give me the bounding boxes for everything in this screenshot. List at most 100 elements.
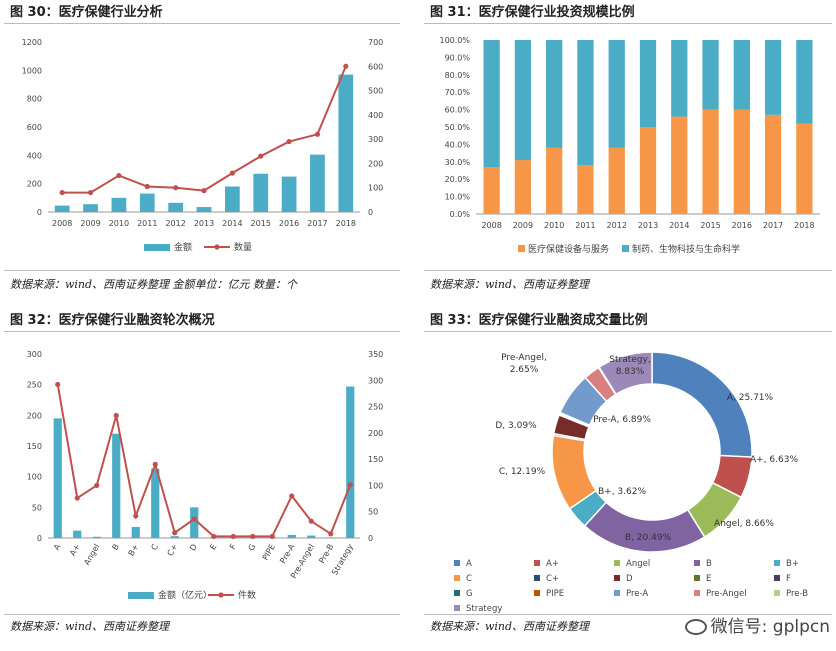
fig32-point: [250, 533, 256, 540]
fig31-bar-seg-2: [514, 40, 532, 161]
fig32-bar: [112, 433, 121, 538]
fig33-legend-label: Pre-A: [626, 589, 648, 599]
fig30-point: [343, 63, 349, 69]
fig30-xtick: 2018: [336, 219, 356, 228]
fig31-ytick: 90.0%: [445, 53, 471, 62]
fig31-legend-label: 医疗保健设备与服务: [528, 243, 609, 255]
fig33-slice-strategy: [598, 351, 653, 396]
fig30-bar: [281, 176, 297, 212]
fig30-ytick-right: 100: [368, 184, 383, 193]
fig32-series-line: [56, 384, 352, 538]
fig30-bar: [168, 202, 184, 212]
fig32-point: [328, 531, 334, 537]
fig30-bar: [224, 186, 240, 212]
fig33-slice-b: [583, 501, 706, 553]
fig32-bar: [307, 535, 316, 538]
fig33-legend-label: Pre-Angel: [706, 589, 747, 599]
fig33-legend-swatch: [614, 590, 620, 596]
fig30-bar: [253, 173, 269, 212]
fig33-data-label: C, 12.19%: [499, 467, 546, 477]
fig33-legend-swatch: [454, 605, 460, 611]
fig30-ytick-left: 800: [27, 95, 42, 104]
fig33-legend-swatch: [694, 575, 700, 581]
fig30-point: [116, 172, 122, 179]
fig32-xtick: D: [188, 543, 199, 553]
fig31-ytick: 60.0%: [445, 106, 471, 115]
panel-fig31: 图 31：医疗保健行业投资规模比例 0.0% 10.0% 20.0% 30.0% 40.…: [424, 2, 832, 296]
fig30-legend-label: 金额: [174, 241, 192, 253]
fig30-ytick-right: 400: [368, 111, 383, 120]
fig32-xtick: Pre-B: [317, 543, 335, 566]
fig33-legend-label: C+: [546, 574, 559, 584]
fig30-point: [59, 189, 65, 196]
fig30-ytick-left: 200: [27, 180, 42, 189]
fig30-series-line: [62, 65, 347, 194]
fig32-ytick-left: 150: [27, 442, 42, 451]
fig32-ytick-right: 200: [368, 429, 383, 438]
fig30-xtick: 2012: [165, 219, 185, 228]
fig33-legend-swatch: [454, 560, 460, 566]
fig32-point: [269, 533, 275, 540]
watermark: 微信号: gplpcn: [684, 612, 830, 637]
fig32-legend-label: 件数: [238, 589, 256, 601]
fig31-xtick: 2015: [700, 221, 720, 230]
fig33-legend-label: A: [466, 559, 472, 569]
fig32-point: [74, 495, 80, 501]
fig32-ytick-right: 50: [368, 508, 378, 517]
fig30-point: [286, 138, 292, 145]
fig32-ytick-left: 200: [27, 411, 42, 420]
fig31-bar-seg-1: [671, 116, 688, 214]
fig32-point: [94, 482, 100, 489]
fig30-ytick-left: 400: [27, 151, 42, 160]
fig32-point: [172, 530, 178, 536]
fig32-ytick-right: 150: [368, 455, 383, 464]
fig32-xtick: Angel: [82, 543, 101, 567]
fig31-bar-seg-2: [639, 40, 657, 127]
fig32-xtick: A+: [68, 543, 82, 558]
fig31-ytick: 70.0%: [445, 88, 471, 97]
fig32-xtick: Pre-A: [278, 542, 297, 565]
fig31-xtick: 2016: [732, 221, 752, 230]
fig33-legend-swatch: [454, 575, 460, 581]
fig33-legend-label: C: [466, 574, 472, 584]
fig30-bar: [83, 204, 98, 212]
fig31-bar-seg-2: [702, 40, 719, 110]
fig30-ytick-right: 200: [368, 159, 383, 168]
fig32-bar: [287, 534, 296, 538]
fig30-xtick: 2013: [194, 219, 214, 228]
fig32-bar: [131, 526, 140, 538]
fig32-ytick-right: 100: [368, 481, 383, 490]
fig30-bar: [111, 197, 127, 212]
wechat-icon: [684, 619, 707, 635]
fig33-legend-label: F: [786, 574, 791, 584]
fig32-point: [55, 381, 61, 388]
fig30-xtick: 2010: [109, 219, 129, 228]
fig31-bar-seg-1: [764, 114, 782, 214]
fig32-xtick: B: [110, 543, 121, 552]
fig30-point: [314, 131, 321, 137]
fig31-ytick: 40.0%: [445, 140, 471, 149]
fig31-title: 图 31：医疗保健行业投资规模比例: [424, 2, 832, 24]
fig32-title: 图 32：医疗保健行业融资轮次概况: [4, 310, 400, 332]
fig31-xtick: 2012: [607, 221, 627, 230]
fig31-bar-seg-2: [546, 40, 563, 148]
fig32-xtick: E: [208, 543, 218, 552]
fig30-point: [173, 185, 179, 191]
fig32-xtick: PIPE: [261, 543, 277, 562]
fig32-xtick: B+: [127, 543, 141, 558]
fig33-legend-label: G: [466, 589, 473, 599]
fig32-legend-marker: [218, 592, 224, 598]
fig31-ytick: 100.0%: [439, 36, 470, 45]
fig30-title: 图 30：医疗保健行业分析: [4, 2, 400, 24]
fig33-data-label: Strategy,: [609, 355, 650, 365]
fig30-xtick: 2014: [222, 219, 242, 228]
fig31-legend-swatch: [622, 245, 629, 252]
fig32-point: [308, 518, 314, 524]
fig33-legend-swatch: [454, 590, 460, 596]
fig30-chart: 0 200 400 600 800 1000 1200 0 100 200 300 400 500 600…: [22, 38, 384, 253]
fig32-ytick-right: 250: [368, 403, 383, 412]
fig32-point: [113, 412, 119, 419]
watermark-text: 微信号: gplpcn: [710, 617, 830, 637]
fig33-legend-swatch: [774, 575, 780, 581]
fig33-legend-label: A+: [546, 559, 559, 569]
